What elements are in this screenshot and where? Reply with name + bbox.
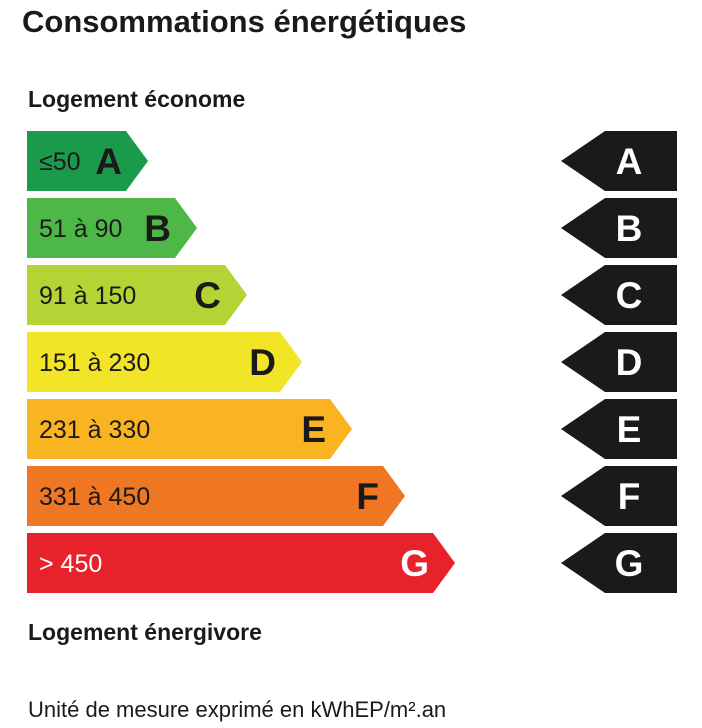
class-letter-g: G [400,543,429,584]
class-letter-d: D [249,342,276,383]
range-label-d: 151 à 230 [39,349,150,377]
class-letter-e: E [301,409,326,450]
marker-letter-d: D [616,342,643,383]
range-label-a: ≤50 [39,148,81,176]
class-letter-c: C [194,275,221,316]
marker-letter-f: F [618,476,641,517]
marker-letter-a: A [616,141,643,182]
range-label-c: 91 à 150 [39,282,136,310]
bar-class-e [27,399,352,459]
label-logement-econome: Logement économe [28,86,246,112]
marker-class-g [561,533,677,593]
bar-class-f [27,466,405,526]
marker-letter-c: C [616,275,643,316]
marker-letter-e: E [617,409,642,450]
range-label-e: 231 à 330 [39,416,150,444]
marker-class-a [561,131,677,191]
marker-class-f [561,466,677,526]
range-label-g: > 450 [39,550,102,578]
bar-class-b [27,198,197,258]
bar-class-a [27,131,148,191]
unit-footnote: Unité de mesure exprimé en kWhEP/m².an [28,697,447,722]
bar-class-g [27,533,455,593]
marker-class-d [561,332,677,392]
marker-class-e [561,399,677,459]
range-label-f: 331 à 450 [39,483,150,511]
marker-class-c [561,265,677,325]
bar-class-c [27,265,247,325]
marker-letter-g: G [615,543,644,584]
range-label-b: 51 à 90 [39,215,122,243]
page-title: Consommations énergétiques [22,4,467,39]
marker-class-b [561,198,677,258]
label-logement-energivore: Logement énergivore [28,619,262,645]
bar-class-d [27,332,302,392]
class-letter-f: F [356,476,379,517]
marker-letter-b: B [616,208,643,249]
class-letter-b: B [144,208,171,249]
class-letter-a: A [95,141,122,182]
